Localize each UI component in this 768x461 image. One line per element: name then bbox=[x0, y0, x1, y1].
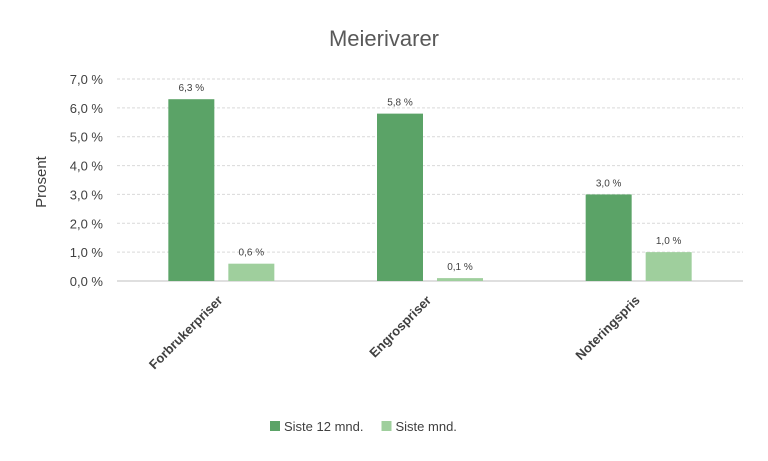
y-axis-ticks: 0,0 % 1,0 % 2,0 % 3,0 % 4,0 % 5,0 % 6,0 % 7,0 % bbox=[70, 72, 104, 289]
chart-title: Meierivarer bbox=[329, 26, 439, 51]
x-axis-ticks: Forbrukerpriser Engrospriser Noteringspris bbox=[146, 293, 643, 373]
y-axis-label: Prosent bbox=[33, 155, 50, 208]
bar bbox=[228, 263, 275, 281]
y-tick-label: 3,0 % bbox=[70, 187, 104, 202]
bar bbox=[168, 99, 215, 281]
y-tick-label: 1,0 % bbox=[70, 245, 104, 260]
gridlines bbox=[117, 78, 743, 282]
legend: Siste 12 mnd. Siste mnd. bbox=[270, 419, 457, 434]
y-tick-label: 6,0 % bbox=[70, 101, 104, 116]
data-label: 6,3 % bbox=[179, 83, 205, 94]
bar bbox=[437, 278, 483, 281]
legend-swatch bbox=[270, 421, 280, 431]
bar bbox=[645, 252, 692, 281]
y-tick-label: 2,0 % bbox=[70, 216, 104, 231]
data-labels: 6,3 % 0,6 % 5,8 % 0,1 % 3,0 % 1,0 % bbox=[179, 83, 682, 273]
bars bbox=[168, 99, 692, 281]
x-tick-label: Engrospriser bbox=[366, 293, 434, 361]
legend-label: Siste mnd. bbox=[396, 419, 457, 434]
bar bbox=[377, 113, 423, 281]
x-tick-label: Noteringspris bbox=[572, 293, 642, 363]
data-label: 0,6 % bbox=[239, 248, 265, 259]
bar bbox=[585, 194, 632, 281]
legend-label: Siste 12 mnd. bbox=[284, 419, 364, 434]
data-label: 5,8 % bbox=[387, 98, 413, 109]
data-label: 3,0 % bbox=[596, 178, 622, 189]
y-tick-label: 4,0 % bbox=[70, 159, 104, 174]
y-tick-label: 0,0 % bbox=[70, 274, 104, 289]
data-label: 1,0 % bbox=[656, 236, 682, 247]
legend-swatch bbox=[381, 421, 392, 431]
data-label: 0,1 % bbox=[447, 262, 473, 273]
y-tick-label: 5,0 % bbox=[70, 130, 104, 145]
y-tick-label: 7,0 % bbox=[70, 72, 104, 87]
x-tick-label: Forbrukerpriser bbox=[146, 293, 226, 373]
